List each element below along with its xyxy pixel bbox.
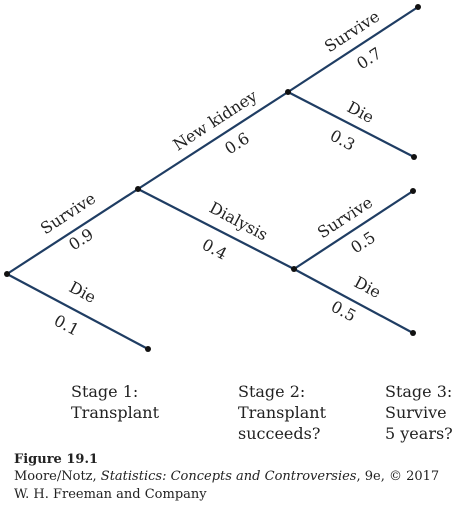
prob-survive-after-kidney: 0.7	[353, 43, 385, 73]
stage-2-line3: succeeds?	[238, 424, 321, 443]
caption-book-title: Statistics: Concepts and Controversies	[100, 469, 357, 484]
caption-source-line2: W. H. Freeman and Company	[14, 487, 207, 502]
node-survive-stage1	[135, 186, 141, 192]
leaf-survive-after-dialysis	[410, 188, 416, 194]
figure-number: Figure 19.1	[14, 452, 99, 467]
stage-1-line1: Stage 1:	[71, 382, 139, 401]
stage-2-label: Stage 2: Transplant succeeds?	[238, 381, 326, 444]
stage-3-line1: Stage 3:	[385, 382, 453, 401]
branch-new-kidney	[137, 91, 289, 190]
leaf-die-after-dialysis	[410, 330, 416, 336]
stage-1-line2: Transplant	[71, 403, 160, 422]
root-node	[4, 271, 10, 277]
label-die-stage1: Die	[66, 277, 99, 307]
branch-survive-after-kidney	[287, 6, 419, 93]
branch-dialysis	[137, 188, 295, 270]
prob-survive-stage1: 0.9	[65, 224, 97, 254]
label-dialysis: Dialysis	[206, 198, 271, 244]
node-die-stage1	[145, 346, 151, 352]
prob-dialysis: 0.4	[199, 235, 230, 264]
stage-1-label: Stage 1: Transplant	[71, 381, 159, 423]
stage-3-label: Stage 3: Survive 5 years?	[385, 381, 453, 444]
stage-2-line1: Stage 2:	[238, 382, 306, 401]
prob-die-after-kidney: 0.3	[327, 126, 358, 155]
stage-3-line2: Survive	[385, 403, 447, 422]
label-die-after-dialysis: Die	[351, 272, 384, 302]
caption-source-line1: Moore/Notz, Statistics: Concepts and Con…	[14, 468, 454, 486]
leaf-survive-after-kidney	[415, 4, 421, 10]
branch-survive-after-dialysis	[293, 190, 414, 270]
leaf-die-after-kidney	[411, 154, 417, 160]
branch-survive-stage1	[6, 188, 139, 275]
branch-die-stage1	[6, 273, 149, 350]
caption-edition: , 9e, © 2017	[356, 469, 440, 484]
stage-2-line2: Transplant	[238, 403, 327, 422]
stage-3-line3: 5 years?	[385, 424, 453, 443]
figure-caption: Figure 19.1 Moore/Notz, Statistics: Conc…	[14, 451, 454, 504]
prob-die-stage1: 0.1	[51, 311, 82, 340]
probability-tree: Survive 0.9 Die 0.1 New kidney 0.6 Dialy…	[4, 4, 421, 352]
node-new-kidney	[285, 89, 291, 95]
branch-die-after-kidney	[287, 91, 415, 158]
branch-die-after-dialysis	[293, 268, 414, 334]
caption-authors: Moore/Notz,	[14, 469, 101, 484]
node-dialysis	[291, 266, 297, 272]
